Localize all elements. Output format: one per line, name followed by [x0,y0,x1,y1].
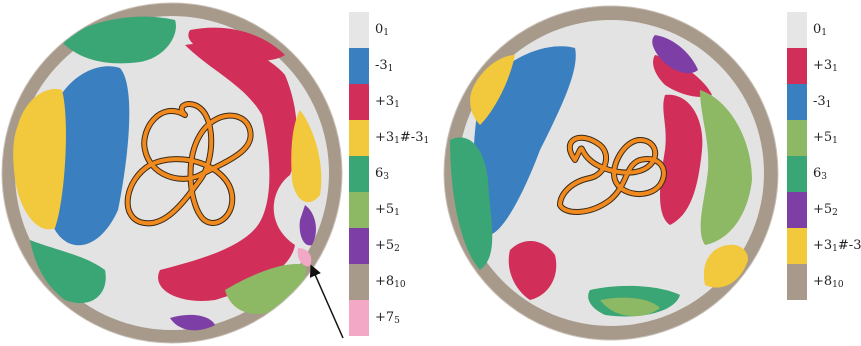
right-region-plus-5-1-bottom [600,297,660,317]
left-legend-label: +52 [375,238,400,254]
right-legend-swatch [787,12,807,48]
right-legend-label: -31 [813,94,832,110]
right-legend: 01 +31 -31 +51 63 +52 +31#-31 +810 [787,12,861,300]
left-legend-swatch [349,228,369,264]
right-region-3-1-sharp-minus-3-1-a [470,55,515,125]
left-legend-label: -31 [375,58,394,74]
left-legend: 01 -31 +31 +31#-31 63 +51 +52 +810 +75 [349,12,429,336]
right-legend-swatch [787,156,807,192]
left-region-3-1-sharp-minus-3-1-right [291,110,322,203]
right-legend-label: +52 [813,202,838,218]
right-legend-swatch [787,84,807,120]
left-legend-label: 63 [375,166,390,182]
right-region-plus-5-2 [652,35,698,74]
left-legend-swatch [349,192,369,228]
left-legend-label: +31#-31 [375,130,430,146]
right-legend-swatch [787,120,807,156]
right-region-plus-3-1-top [653,55,712,97]
left-legend-label: +810 [375,274,406,290]
left-legend-row: +31#-31 [349,120,429,156]
left-legend-row: +52 [349,228,429,264]
left-legend-row: +31 [349,84,429,120]
left-legend-swatch [349,264,369,300]
left-legend-row: +810 [349,264,429,300]
left-region-plus-7-5 [297,248,312,267]
right-region-6-3-left [450,137,493,270]
right-legend-row: +52 [787,192,861,228]
right-legend-swatch [787,192,807,228]
left-legend-row: +75 [349,300,429,336]
left-legend-swatch [349,48,369,84]
right-legend-label: +51 [813,130,838,146]
left-region-6-3-bottom [30,240,106,304]
annotation-arrow [309,264,344,339]
left-knot [124,101,254,227]
right-region-plus-5-1 [700,90,752,245]
left-legend-label: 01 [375,22,390,38]
left-region-plus-3-1 [158,43,297,301]
right-legend-label: +31#-31 [813,238,861,254]
left-legend-label: +75 [375,310,400,326]
right-legend-label: +31 [813,58,838,74]
right-legend-row: -31 [787,84,861,120]
right-legend-row: 01 [787,12,861,48]
right-legend-swatch [787,264,807,300]
right-legend-row: +810 [787,264,861,300]
right-legend-row: +31#-31 [787,228,861,264]
left-legend-swatch [349,120,369,156]
left-legend-label: +31 [375,94,400,110]
left-region-plus-5-2-bottom [170,314,215,331]
right-knot [557,134,667,215]
left-legend-row: +51 [349,192,429,228]
right-legend-swatch [787,228,807,264]
left-region-6-3-top [60,16,176,64]
left-legend-label: +51 [375,202,400,218]
left-sphere [2,3,342,343]
left-region-plus-5-2 [299,205,316,246]
left-legend-swatch [349,156,369,192]
left-legend-row: -31 [349,48,429,84]
left-legend-swatch [349,84,369,120]
left-legend-swatch [349,300,369,336]
right-legend-row: +51 [787,120,861,156]
right-legend-row: 63 [787,156,861,192]
left-legend-row: 63 [349,156,429,192]
left-region-plus-3-1-top [188,27,285,62]
right-region-plus-3-1-left [508,240,557,300]
right-region-3-1-sharp-minus-3-1-b [703,244,748,288]
left-region-3-1-sharp-minus-3-1 [13,89,66,230]
left-legend-swatch [349,12,369,48]
right-region-plus-3-1-right [660,94,703,225]
right-legend-swatch [787,48,807,84]
right-legend-label: 63 [813,166,828,182]
right-legend-label: +810 [813,274,844,290]
left-legend-row: 01 [349,12,429,48]
right-legend-row: +31 [787,48,861,84]
right-legend-label: 01 [813,22,828,38]
